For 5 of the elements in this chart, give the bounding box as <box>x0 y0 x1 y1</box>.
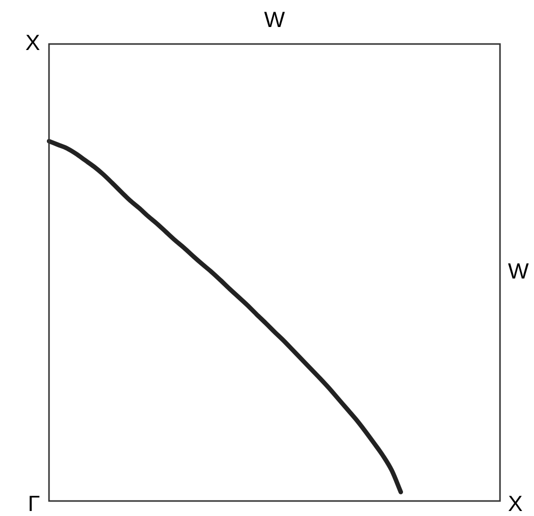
text: X <box>25 30 40 56</box>
text: W <box>508 258 529 284</box>
text: Γ <box>28 491 40 516</box>
text: X <box>508 491 523 516</box>
text: W <box>264 7 286 32</box>
